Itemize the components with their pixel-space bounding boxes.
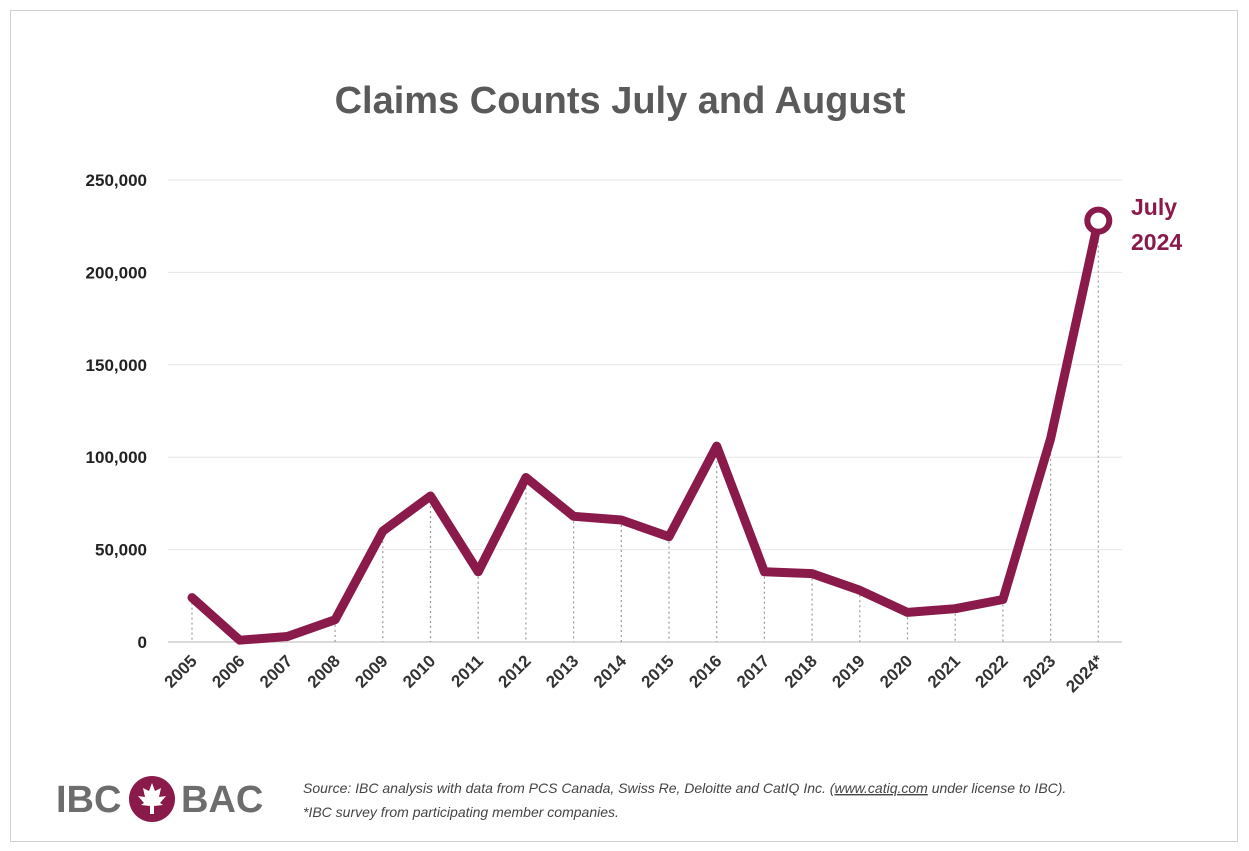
x-tick-label: 2007 — [256, 651, 296, 691]
y-tick-label: 100,000 — [86, 448, 147, 467]
x-tick-label: 2021 — [924, 651, 964, 691]
annotation-line-1: July — [1131, 194, 1177, 220]
x-tick-label: 2023 — [1019, 651, 1059, 691]
logo-text-ibc: IBC — [56, 779, 121, 821]
y-axis-ticks: 0 50,000 100,000 150,000 200,000 250,000 — [86, 171, 147, 652]
x-tick-label: 2020 — [876, 651, 916, 691]
data-point — [237, 638, 242, 643]
highlight-marker — [1084, 206, 1113, 235]
x-axis-ticks: 2005 2006 2007 2008 2009 2010 2011 2012 2013 2014… — [161, 651, 1108, 696]
source-link[interactable]: www.catiq.com — [834, 780, 928, 796]
series-line — [187, 216, 1103, 645]
data-point — [1000, 597, 1005, 602]
x-tick-label: 2018 — [781, 651, 821, 691]
annotation: July 2024 — [1131, 194, 1182, 255]
data-point — [333, 617, 338, 622]
data-point — [762, 569, 767, 574]
maple-leaf-shape — [138, 783, 166, 814]
data-point — [428, 494, 433, 499]
y-tick-label: 200,000 — [86, 263, 147, 282]
gridlines — [168, 179, 1122, 643]
drop-lines — [191, 220, 1099, 642]
x-tick-label: 2006 — [208, 651, 248, 691]
data-point — [953, 606, 958, 611]
x-tick-label: 2009 — [351, 651, 391, 691]
y-tick-label: 250,000 — [86, 171, 147, 190]
x-tick-label: 2016 — [685, 651, 725, 691]
y-tick-label: 150,000 — [86, 356, 147, 375]
series-layer — [187, 206, 1113, 645]
source-text-start: Source: IBC analysis with data from PCS … — [303, 780, 836, 796]
x-tick-label: 2017 — [733, 651, 773, 691]
x-tick-label: 2014 — [590, 651, 631, 692]
chart-title: Claims Counts July and August — [335, 80, 906, 122]
x-tick-label: 2024* — [1062, 651, 1107, 696]
x-tick-label: 2008 — [304, 651, 344, 691]
data-point — [905, 610, 910, 615]
source-line-2: *IBC survey from participating member co… — [303, 804, 619, 820]
x-tick-label: 2013 — [542, 651, 582, 691]
chart-frame — [10, 10, 1238, 842]
data-point — [380, 529, 385, 534]
ibc-bac-logo: IBC BAC — [56, 776, 263, 822]
logo-text-bac: BAC — [181, 779, 263, 821]
x-tick-label: 2022 — [972, 651, 1012, 691]
data-point — [523, 475, 528, 480]
x-tick-label: 2011 — [448, 651, 488, 691]
data-point — [714, 444, 719, 449]
source-line-1: Source: IBC analysis with data from PCS … — [303, 780, 1066, 796]
source-text-end: under license to IBC). — [928, 780, 1067, 796]
annotation-line-2: 2024 — [1131, 229, 1182, 255]
x-tick-label: 2010 — [399, 651, 439, 691]
data-point — [285, 634, 290, 639]
y-tick-label: 50,000 — [95, 541, 147, 560]
x-tick-label: 2005 — [161, 651, 201, 691]
data-point — [667, 534, 671, 539]
data-point — [810, 571, 815, 576]
y-tick-label: 0 — [138, 633, 147, 652]
x-tick-label: 2012 — [495, 651, 535, 691]
x-tick-label: 2015 — [638, 651, 678, 691]
data-point — [476, 569, 481, 574]
data-point — [190, 595, 194, 600]
x-tick-label: 2019 — [828, 651, 868, 691]
data-point — [857, 588, 862, 593]
data-point — [571, 514, 576, 519]
data-point — [619, 518, 624, 523]
data-point — [1048, 436, 1053, 441]
